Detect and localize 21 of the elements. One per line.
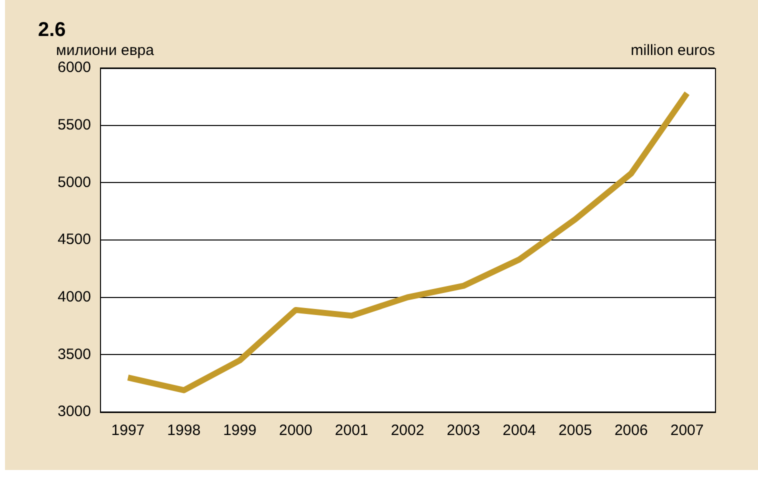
y-tick-label: 5000 [58, 174, 91, 191]
y-axis-title: милиони евра [56, 42, 155, 59]
x-tick-label: 2005 [558, 422, 592, 440]
x-tick-label: 2003 [446, 422, 480, 440]
x-tick-label: 2006 [614, 422, 648, 440]
x-tick-label: 1999 [223, 422, 256, 440]
x-tick-label: 1997 [111, 422, 145, 440]
y-tick-label: 6000 [58, 59, 91, 76]
x-tick-label: 2004 [502, 422, 536, 440]
y-tick-label: 3500 [58, 346, 91, 363]
y-tick-label: 4500 [58, 231, 91, 248]
x-tick-label: 2007 [670, 422, 704, 440]
text: million euros [630, 42, 715, 59]
y-tick-label: 4000 [58, 288, 91, 306]
chart-title: 2.6 [38, 19, 66, 41]
x-tick-label: 2002 [390, 422, 424, 440]
x-tick-label: 2000 [278, 422, 312, 440]
y-tick-label: 5500 [58, 116, 91, 134]
y-tick-label: 3000 [58, 403, 91, 420]
x-tick-label: 2001 [334, 422, 368, 440]
x-tick-label: 1998 [167, 422, 201, 440]
